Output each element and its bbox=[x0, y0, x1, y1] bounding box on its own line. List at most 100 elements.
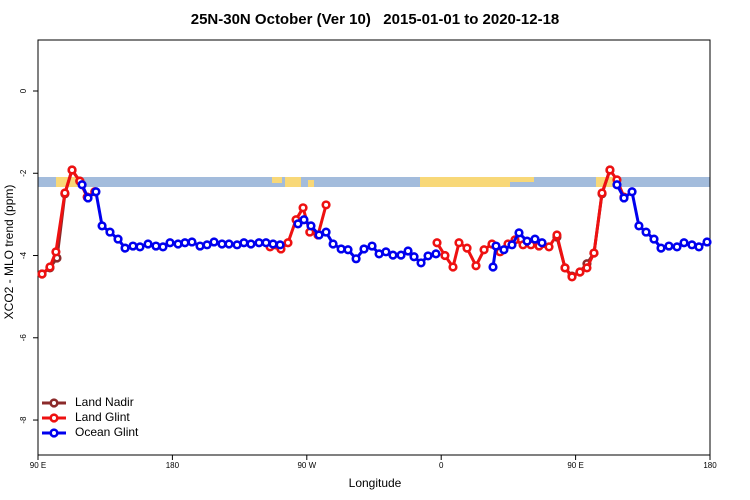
data-point bbox=[694, 242, 704, 252]
chart-title: 25N-30N October (Ver 10) 2015-01-01 to 2… bbox=[191, 11, 560, 28]
data-point bbox=[246, 239, 256, 249]
data-point bbox=[367, 241, 377, 251]
data-point bbox=[298, 203, 308, 213]
data-point bbox=[702, 237, 712, 247]
data-point bbox=[381, 247, 391, 257]
data-point bbox=[83, 193, 93, 203]
plot-frame bbox=[37, 39, 711, 456]
data-point bbox=[293, 219, 303, 229]
data-point bbox=[409, 252, 419, 262]
data-point bbox=[328, 239, 338, 249]
data-point bbox=[499, 245, 509, 255]
data-point bbox=[605, 165, 615, 175]
data-point bbox=[448, 262, 458, 272]
y-tick-label: 0 bbox=[19, 88, 28, 93]
x-tick-label: 90 E bbox=[567, 461, 583, 470]
legend-label: Ocean Glint bbox=[75, 425, 139, 439]
data-point bbox=[45, 262, 55, 272]
data-point bbox=[158, 242, 168, 252]
data-point bbox=[254, 238, 264, 248]
y-tick-label: -6 bbox=[19, 334, 28, 342]
data-point bbox=[239, 238, 249, 248]
legend-label: Land Glint bbox=[75, 410, 130, 424]
data-point bbox=[567, 272, 577, 282]
data-point bbox=[396, 250, 406, 260]
data-point bbox=[283, 238, 293, 248]
data-point bbox=[105, 227, 115, 237]
data-point bbox=[431, 249, 441, 259]
data-point bbox=[195, 241, 205, 251]
data-point bbox=[582, 263, 592, 273]
y-axis-label: XCO2 - MLO trend (ppm) bbox=[2, 185, 16, 320]
legend-marker bbox=[49, 398, 59, 408]
data-point bbox=[471, 261, 481, 271]
data-point bbox=[268, 239, 278, 249]
data-point bbox=[67, 165, 77, 175]
data-point bbox=[522, 236, 532, 246]
data-point bbox=[91, 187, 101, 197]
data-point bbox=[589, 248, 599, 258]
data-point bbox=[627, 187, 637, 197]
data-point bbox=[530, 234, 540, 244]
data-point bbox=[488, 262, 498, 272]
data-point bbox=[612, 180, 622, 190]
data-point bbox=[143, 239, 153, 249]
data-point bbox=[60, 188, 70, 198]
data-point bbox=[634, 221, 644, 231]
legend-marker bbox=[49, 413, 59, 423]
data-point bbox=[180, 238, 190, 248]
data-point bbox=[672, 242, 682, 252]
legend-marker bbox=[49, 428, 59, 438]
x-tick-label: 180 bbox=[166, 461, 180, 470]
data-point bbox=[416, 258, 426, 268]
data-point bbox=[343, 245, 353, 255]
data-point bbox=[597, 188, 607, 198]
data-point bbox=[351, 254, 361, 264]
x-tick-label: 90 E bbox=[30, 461, 46, 470]
data-point bbox=[388, 250, 398, 260]
x-tick-label: 0 bbox=[439, 461, 444, 470]
data-point bbox=[120, 243, 130, 253]
data-point bbox=[275, 240, 285, 250]
data-point bbox=[454, 238, 464, 248]
data-point bbox=[575, 267, 585, 277]
data-point bbox=[359, 244, 369, 254]
data-point bbox=[462, 243, 472, 253]
y-tick-label: -8 bbox=[19, 416, 28, 424]
data-point bbox=[306, 221, 316, 231]
data-point bbox=[209, 237, 219, 247]
legend-label: Land Nadir bbox=[75, 395, 134, 409]
data-point bbox=[537, 238, 547, 248]
data-point bbox=[641, 227, 651, 237]
data-point bbox=[224, 239, 234, 249]
data-point bbox=[656, 243, 666, 253]
land-mask-strip bbox=[38, 177, 710, 187]
data-point bbox=[77, 180, 87, 190]
data-point bbox=[440, 250, 450, 261]
x-axis-label: Longitude bbox=[349, 476, 402, 490]
data-point bbox=[37, 269, 47, 279]
data-point bbox=[403, 246, 413, 256]
data-point bbox=[202, 240, 212, 250]
data-point bbox=[217, 239, 227, 249]
y-tick-label: -4 bbox=[19, 251, 28, 259]
data-point bbox=[432, 238, 442, 248]
data-point bbox=[321, 200, 331, 210]
data-point bbox=[649, 234, 659, 244]
data-point bbox=[51, 247, 61, 257]
data-point bbox=[135, 242, 145, 252]
data-point bbox=[507, 240, 517, 250]
data-point bbox=[261, 238, 271, 248]
data-point bbox=[544, 242, 554, 252]
data-point bbox=[97, 221, 107, 231]
data-point bbox=[314, 230, 324, 240]
data-point bbox=[491, 241, 501, 251]
data-point bbox=[336, 244, 346, 254]
data-point bbox=[423, 251, 433, 261]
data-point bbox=[113, 234, 123, 244]
data-point bbox=[299, 215, 309, 225]
data-point bbox=[687, 240, 697, 250]
data-point bbox=[664, 241, 674, 251]
